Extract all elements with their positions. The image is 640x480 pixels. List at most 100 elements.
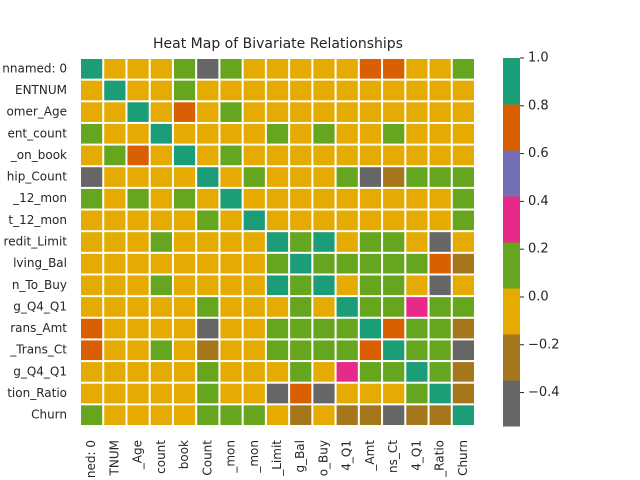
heat-cell bbox=[150, 145, 172, 166]
x-tick-label: ned: 0 bbox=[84, 440, 98, 478]
heat-cell bbox=[81, 405, 103, 425]
heat-cell bbox=[266, 383, 289, 404]
heat-cell bbox=[243, 383, 265, 404]
heat-cell bbox=[197, 167, 219, 187]
heat-cell bbox=[383, 362, 405, 382]
heat-cell bbox=[220, 167, 242, 187]
y-tick-label: nnamed: 0 bbox=[2, 61, 67, 75]
heat-cell bbox=[290, 123, 312, 144]
heat-cell bbox=[290, 340, 312, 361]
heat-cell bbox=[81, 383, 103, 404]
heat-cell bbox=[173, 232, 196, 252]
heat-cell bbox=[290, 253, 312, 274]
heat-cell bbox=[383, 102, 405, 122]
colorbar-segment bbox=[503, 150, 520, 197]
heat-cell bbox=[150, 123, 172, 144]
heat-cell bbox=[313, 340, 335, 361]
x-tick-label: _Age bbox=[131, 440, 145, 470]
heat-cell bbox=[266, 188, 289, 209]
heat-cell bbox=[359, 59, 382, 79]
heat-cell bbox=[406, 210, 428, 231]
heat-cell bbox=[336, 318, 358, 339]
heat-cell bbox=[336, 405, 358, 425]
heat-cell bbox=[127, 145, 149, 166]
heat-cell bbox=[383, 80, 405, 101]
x-tick-label: 4_Q1 bbox=[409, 440, 423, 471]
heat-cell bbox=[429, 210, 451, 231]
heat-cell bbox=[313, 275, 335, 296]
heat-cell bbox=[220, 297, 242, 317]
heat-cell bbox=[127, 232, 149, 252]
heat-cell bbox=[220, 123, 242, 144]
heat-cell bbox=[81, 297, 103, 317]
heat-cell bbox=[313, 318, 335, 339]
heat-cell bbox=[81, 145, 103, 166]
heat-cell bbox=[452, 59, 474, 79]
heat-cell bbox=[104, 145, 126, 166]
x-tick-label: g_Bal bbox=[293, 440, 307, 473]
heat-cell bbox=[383, 145, 405, 166]
heat-cell bbox=[81, 340, 103, 361]
x-tick-label: TNUM bbox=[107, 440, 121, 476]
heat-cell bbox=[81, 102, 103, 122]
heat-cell bbox=[127, 362, 149, 382]
heat-cell bbox=[359, 123, 382, 144]
y-tick-label: tion_Ratio bbox=[7, 386, 67, 400]
heat-cell bbox=[81, 167, 103, 187]
heat-cell bbox=[429, 340, 451, 361]
x-tick-label: Churn bbox=[456, 440, 470, 476]
heat-cell bbox=[290, 210, 312, 231]
heat-cell bbox=[290, 318, 312, 339]
heat-cell bbox=[313, 232, 335, 252]
heat-cell bbox=[243, 102, 265, 122]
x-tick-label: _mon bbox=[247, 440, 261, 474]
heat-cell bbox=[383, 123, 405, 144]
heat-cell bbox=[104, 167, 126, 187]
heat-cell bbox=[220, 80, 242, 101]
heat-cell bbox=[290, 188, 312, 209]
heat-cell bbox=[104, 318, 126, 339]
heat-cell bbox=[383, 210, 405, 231]
heat-cell bbox=[150, 102, 172, 122]
colorbar-tick-label: −0.2 bbox=[528, 337, 560, 352]
heat-cell bbox=[127, 210, 149, 231]
heat-cell bbox=[266, 405, 289, 425]
heat-cell bbox=[359, 102, 382, 122]
heat-cell bbox=[266, 275, 289, 296]
heat-cell bbox=[81, 80, 103, 101]
heat-cell bbox=[313, 383, 335, 404]
heat-cell bbox=[197, 102, 219, 122]
heat-cell bbox=[104, 102, 126, 122]
heat-cell bbox=[220, 318, 242, 339]
heat-cell bbox=[81, 362, 103, 382]
heat-cell bbox=[220, 210, 242, 231]
heat-cell bbox=[429, 253, 451, 274]
heat-cell bbox=[429, 80, 451, 101]
heat-cell bbox=[127, 275, 149, 296]
heat-cell bbox=[150, 318, 172, 339]
heat-cell bbox=[383, 188, 405, 209]
colorbar-segment bbox=[503, 334, 520, 381]
heat-cell bbox=[452, 167, 474, 187]
heat-cell bbox=[197, 210, 219, 231]
heat-cell bbox=[336, 145, 358, 166]
heat-cell bbox=[197, 362, 219, 382]
heat-cell bbox=[243, 145, 265, 166]
heat-cell bbox=[406, 188, 428, 209]
y-tick-label: omer_Age bbox=[6, 105, 67, 119]
heat-cell bbox=[290, 297, 312, 317]
heat-cell bbox=[104, 123, 126, 144]
colorbar-tick-label: 0.4 bbox=[528, 194, 549, 209]
heat-cell bbox=[127, 59, 149, 79]
heat-cell bbox=[336, 383, 358, 404]
x-tick-label: _mon bbox=[224, 440, 238, 474]
heat-cell bbox=[197, 80, 219, 101]
heat-cell bbox=[150, 59, 172, 79]
heat-cell bbox=[220, 383, 242, 404]
heat-cell bbox=[150, 362, 172, 382]
heat-cell bbox=[243, 232, 265, 252]
heat-cell bbox=[359, 167, 382, 187]
x-tick-label: o_Buy bbox=[316, 440, 330, 476]
heat-cell bbox=[359, 405, 382, 425]
heat-cell bbox=[313, 188, 335, 209]
